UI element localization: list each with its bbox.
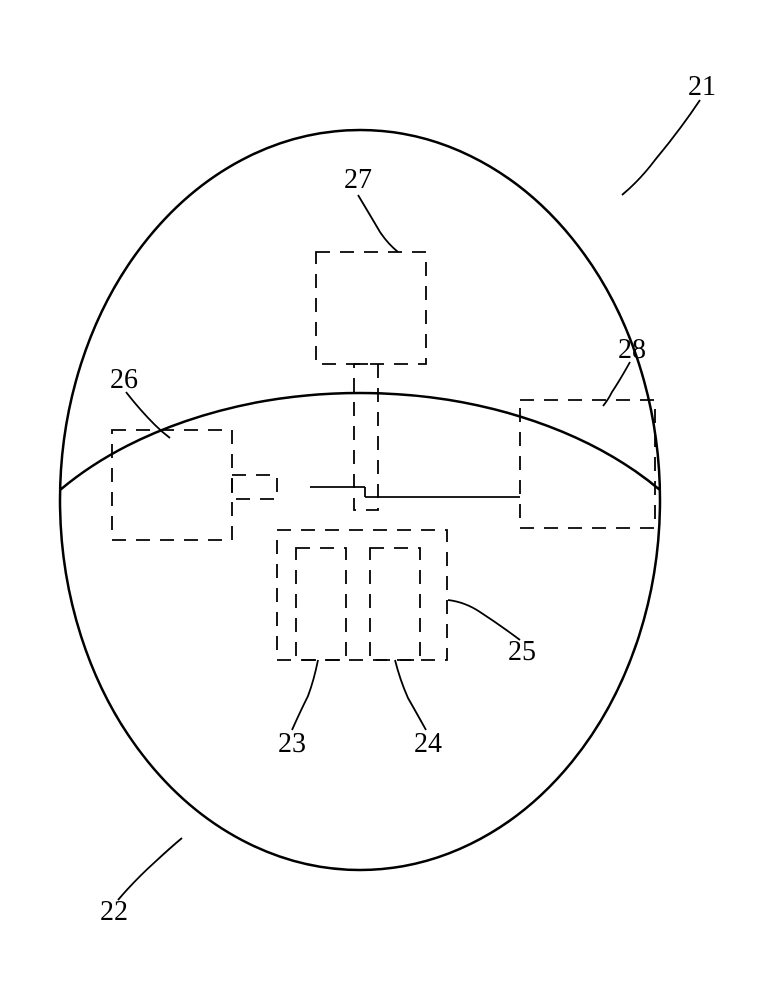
outer-ellipse	[60, 130, 660, 870]
leader-21	[622, 100, 700, 195]
leader-27	[358, 195, 398, 252]
label-25: 25	[508, 636, 536, 667]
diagram-canvas: 21 27 28 26 25 24 23 22	[0, 0, 768, 1000]
box-24	[370, 548, 420, 660]
box-26	[112, 430, 232, 540]
connector-26-right	[232, 475, 277, 499]
connector-27-down	[354, 364, 378, 510]
box-28	[520, 400, 655, 528]
leader-26	[126, 392, 170, 438]
leader-23	[292, 660, 318, 730]
inner-arc	[60, 393, 660, 490]
box-23	[296, 548, 346, 660]
label-24: 24	[414, 728, 442, 759]
label-23: 23	[278, 728, 306, 759]
label-22: 22	[100, 896, 128, 927]
label-27: 27	[344, 164, 372, 195]
leader-24	[395, 660, 426, 730]
label-28: 28	[618, 334, 646, 365]
label-26: 26	[110, 364, 138, 395]
leader-25	[448, 600, 520, 640]
label-21: 21	[688, 71, 716, 102]
box-27	[316, 252, 426, 364]
leader-22	[118, 838, 182, 900]
box-25-outer	[277, 530, 447, 660]
